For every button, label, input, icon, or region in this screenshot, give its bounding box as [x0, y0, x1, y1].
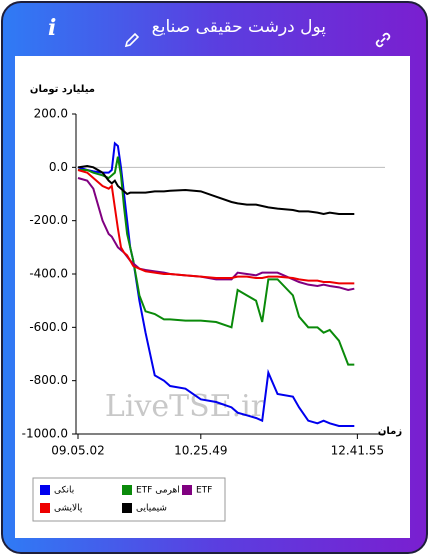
header-title: پول درشت حقیقی صنایع [151, 17, 326, 37]
x-tick-label: 12.41.55 [331, 444, 384, 458]
x-tick-label: 09.05.02 [51, 444, 104, 458]
legend-swatch [122, 503, 132, 513]
edit-icon[interactable] [123, 31, 141, 49]
y-tick-label: -600.0 [29, 320, 68, 334]
y-tick-label: 0.0 [49, 160, 68, 174]
y-axis-label: میلیارد تومان [30, 84, 95, 95]
legend-swatch [40, 485, 50, 495]
series-line [77, 169, 355, 285]
series-line [77, 141, 355, 427]
y-tick-label: -1000.0 [22, 427, 68, 441]
link-icon[interactable] [373, 30, 393, 50]
card: i پول درشت حقیقی صنایع [1, 1, 428, 554]
legend-label: ETF اهرمی [136, 486, 180, 496]
y-tick-label: -800.0 [29, 373, 68, 387]
y-tick-label: 200.0 [34, 107, 68, 121]
x-axis-label: زمان [378, 426, 402, 437]
series-line [77, 164, 355, 216]
legend-label: شیمیایی [136, 504, 167, 514]
y-tick-label: -400.0 [29, 267, 68, 281]
y-tick-label: -200.0 [29, 213, 68, 227]
legend-box [32, 477, 226, 522]
info-button[interactable]: i [48, 15, 57, 41]
legend-swatch [40, 503, 50, 513]
legend-swatch [182, 485, 192, 495]
legend-label: ETF [196, 486, 212, 496]
legend-swatch [122, 485, 132, 495]
x-tick-label: 10.25.49 [174, 444, 227, 458]
series-line [78, 156, 355, 366]
watermark: LiveTSE.ir [105, 389, 266, 424]
content [15, 56, 410, 538]
legend-label: پالایشی [54, 504, 83, 514]
legend-label: بانکی [54, 486, 74, 496]
